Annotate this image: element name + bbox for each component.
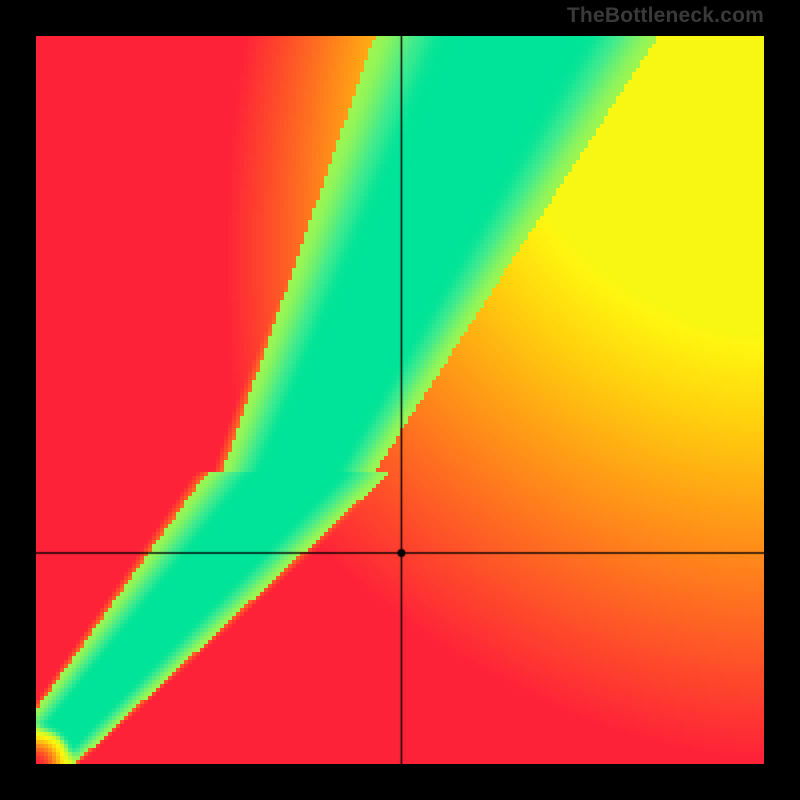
watermark-text: TheBottleneck.com (567, 4, 764, 28)
chart-container: TheBottleneck.com (0, 0, 800, 800)
crosshair-overlay (36, 36, 764, 764)
